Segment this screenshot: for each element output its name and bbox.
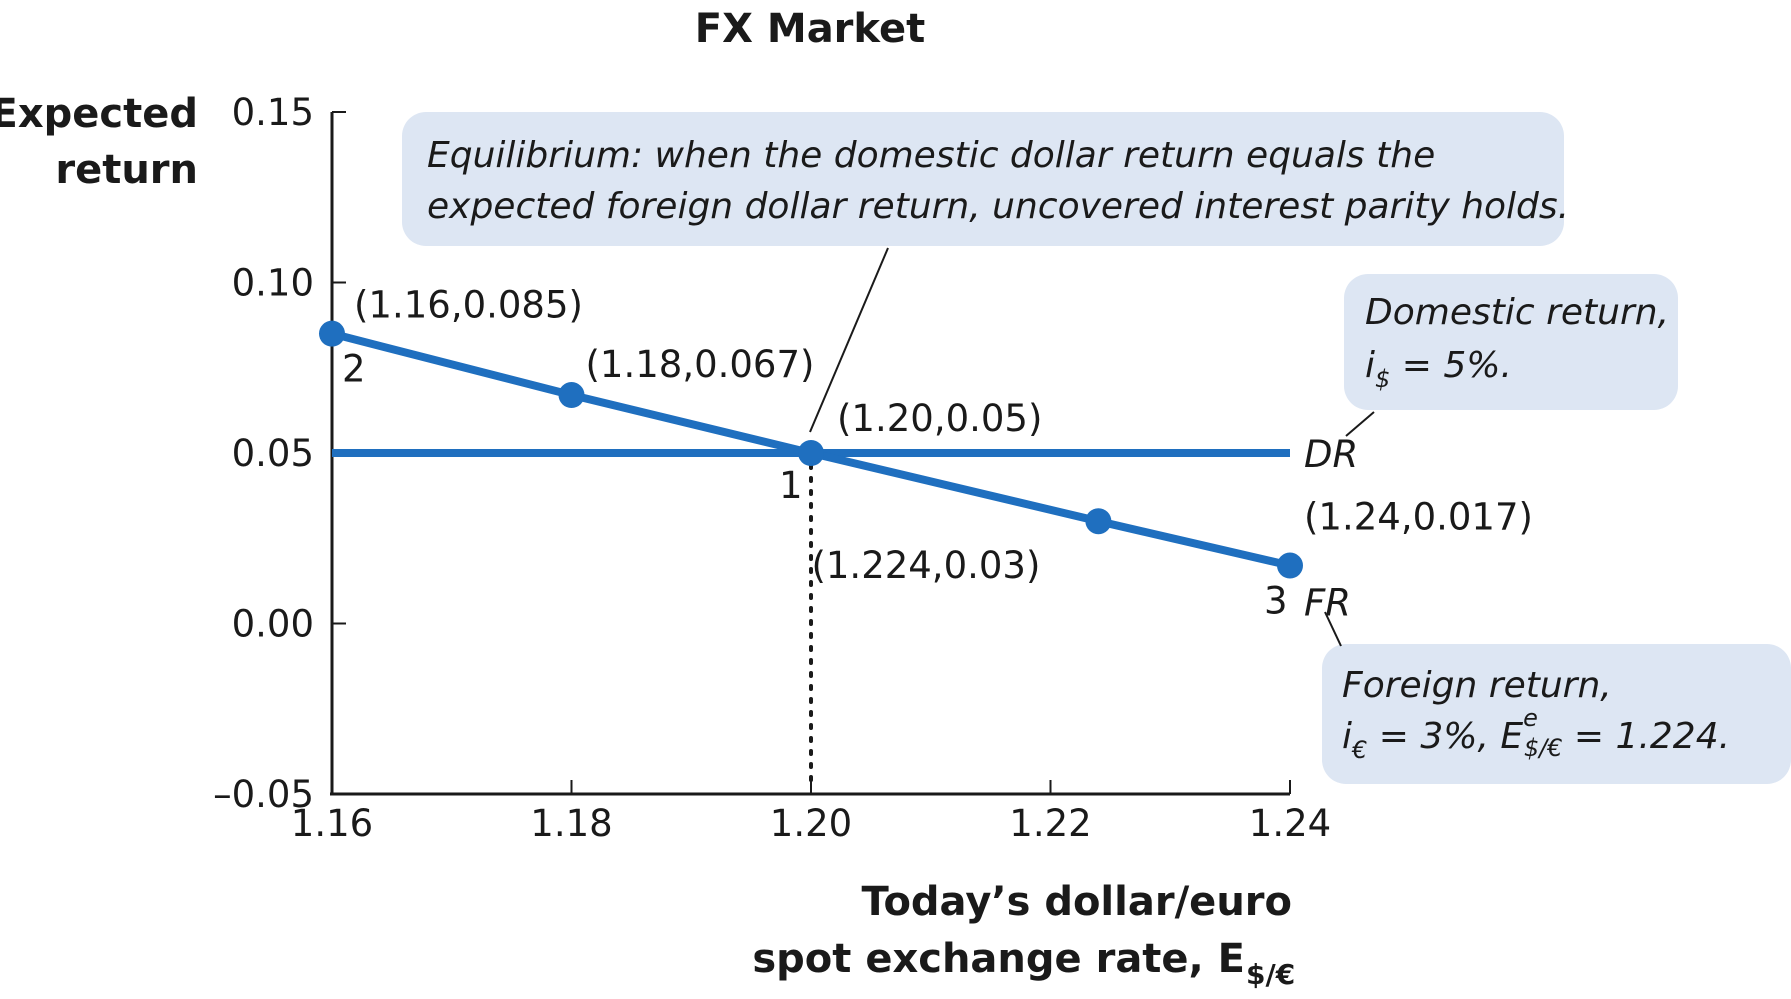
y-axis-label-line1: Expected: [0, 91, 198, 137]
equilibrium-callout-line2: expected foreign dollar return, uncovere…: [427, 186, 1569, 227]
data-point: [1085, 508, 1112, 535]
y-tick-label: 0.10: [232, 262, 314, 305]
point-number-label: 3: [1264, 580, 1288, 623]
x-tick-label: 1.16: [291, 802, 373, 845]
x-axis-label-line1: Today’s dollar/euro: [861, 879, 1292, 925]
data-point: [1277, 552, 1303, 579]
point-number-label: 1: [779, 464, 803, 507]
domestic-leader-line: [1345, 411, 1375, 437]
equilibrium-callout-line1: Equilibrium: when the domestic dollar re…: [427, 135, 1435, 176]
x-axis-label-line2: spot exchange rate, E: [752, 936, 1245, 982]
foreign-callout-line2: i€ = 3%, Ee $/€ = 1.224.: [1342, 704, 1730, 764]
x-tick-label: 1.20: [770, 802, 852, 845]
y-tick-label: 0.15: [232, 91, 314, 134]
y-tick-label: –0.05: [213, 773, 314, 816]
x-tick-label: 1.18: [530, 802, 612, 845]
data-point-label: (1.24,0.017): [1304, 496, 1533, 539]
domestic-callout-line2: i$ = 5%.: [1365, 345, 1512, 393]
x-axis-label-subscript: $/€: [1246, 958, 1295, 991]
y-tick-label: 0.05: [232, 432, 314, 475]
data-point-label: (1.224,0.03): [811, 544, 1040, 587]
foreign-leader-line: [1324, 611, 1342, 647]
chart-title: FX Market: [695, 6, 925, 52]
axis-ticks: –0.05 0.00 0.05 0.10 0.15 1.16 1.18 1.20 1.22 1.2…: [213, 91, 1331, 845]
equilibrium-leader-line: [809, 247, 889, 433]
foreign-callout-box: [1322, 644, 1791, 784]
data-point-label: (1.20,0.05): [837, 397, 1042, 440]
y-tick-label: 0.00: [232, 603, 314, 646]
data-point: [798, 440, 824, 466]
data-point: [319, 320, 345, 347]
x-tick-label: 1.22: [1009, 802, 1091, 845]
series-label-dr: DR: [1304, 433, 1358, 476]
data-point-label: (1.16,0.085): [354, 284, 583, 327]
domestic-callout-line1: Domestic return,: [1365, 292, 1669, 333]
foreign-callout-line1: Foreign return,: [1342, 665, 1612, 706]
data-point-label: (1.18,0.067): [586, 343, 815, 386]
domestic-callout-box: [1344, 274, 1678, 410]
equilibrium-callout-box: [402, 112, 1564, 246]
y-axis-label-line2: return: [55, 147, 198, 193]
point-number-label: 2: [342, 348, 366, 391]
points-layer: (1.16,0.085)2 (1.18,0.067)(1.20,0.05)1(1.…: [319, 284, 1533, 623]
data-point: [558, 382, 585, 409]
x-tick-label: 1.24: [1249, 802, 1331, 845]
